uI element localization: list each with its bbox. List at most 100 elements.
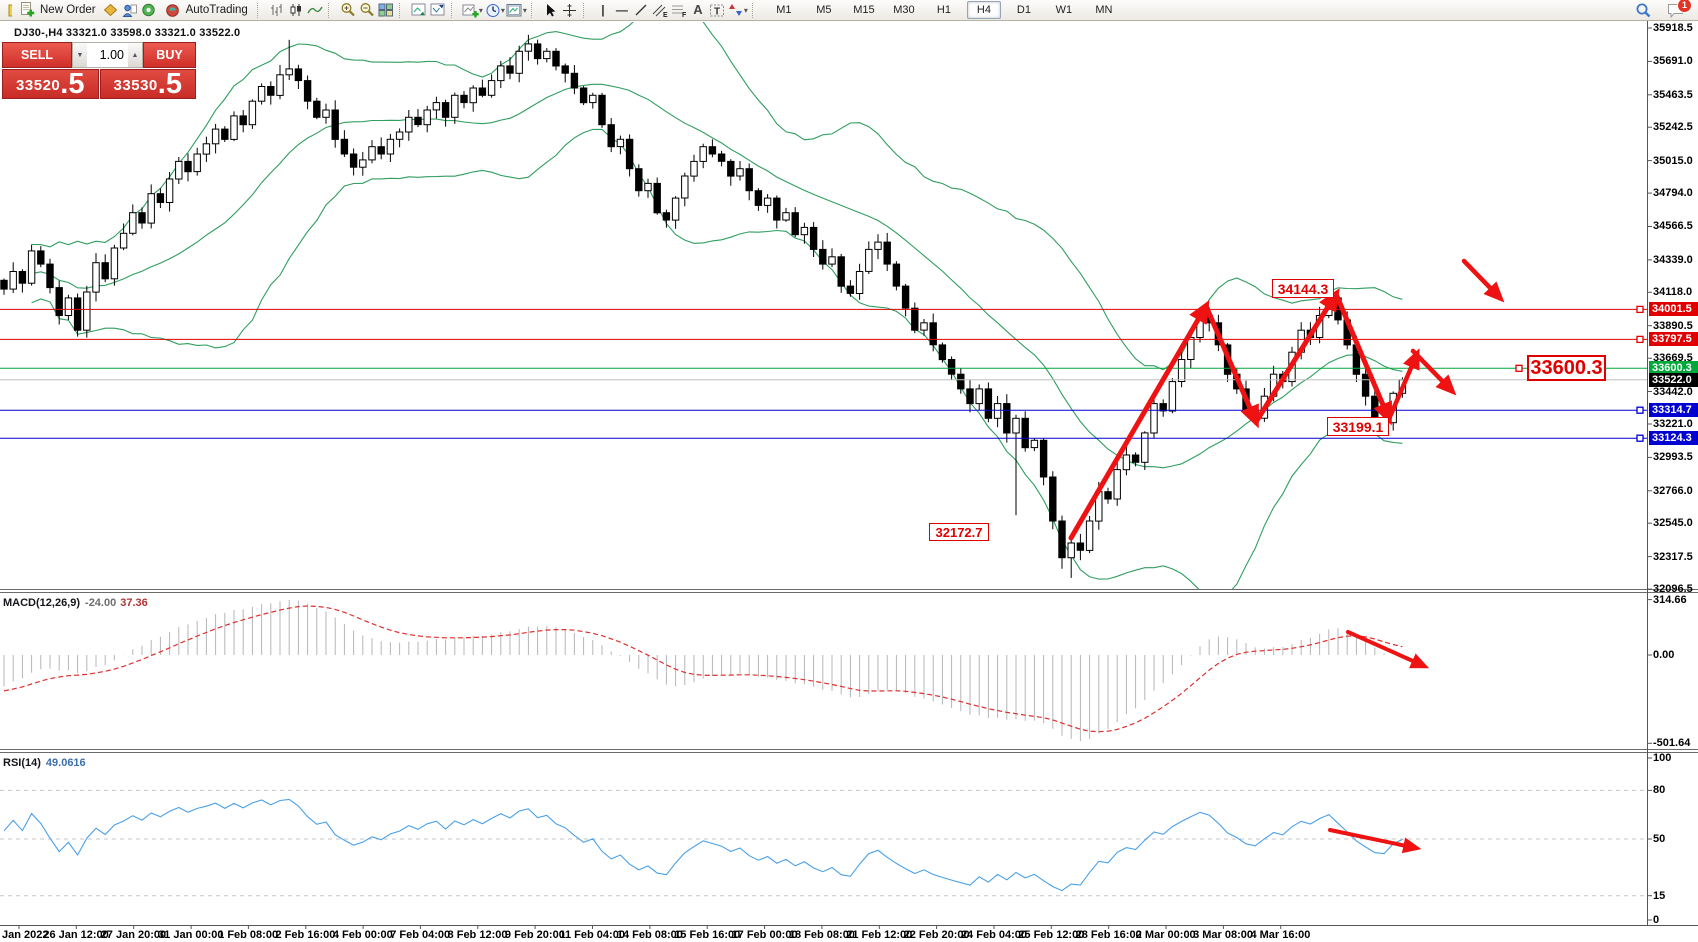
strategy-tester-icon[interactable] bbox=[429, 2, 447, 19]
price-axis-label: 34566.5 bbox=[1653, 220, 1693, 233]
price-annotation-label[interactable]: 32172.7 bbox=[929, 523, 989, 541]
add-indicator-icon[interactable] bbox=[462, 2, 480, 19]
notification-badge: 1 bbox=[1677, 0, 1692, 13]
price-axis-label: 32096.5 bbox=[1653, 583, 1693, 596]
autotrading-button[interactable]: AutoTrading bbox=[159, 1, 253, 20]
time-axis-label: 22 Feb 20:00 bbox=[903, 929, 970, 941]
new-order-label: New Order bbox=[40, 4, 96, 16]
community-signal-icon[interactable] bbox=[140, 2, 158, 19]
price-axis-label: 35463.5 bbox=[1653, 88, 1693, 101]
text-label-tool-icon[interactable]: T bbox=[708, 2, 726, 19]
sell-price-fraction: .5 bbox=[60, 68, 85, 100]
macd-name: MACD(12,26,9) bbox=[3, 597, 81, 609]
horizontal-level-lines[interactable] bbox=[0, 305, 1647, 442]
zoom-in-icon[interactable] bbox=[339, 2, 357, 19]
svg-text:F: F bbox=[682, 12, 687, 18]
tile-windows-icon[interactable] bbox=[377, 2, 395, 19]
profile-icon[interactable] bbox=[121, 2, 139, 19]
time-axis-label: 7 Feb 04:00 bbox=[390, 929, 451, 941]
time-axis-label: 4 Feb 00:00 bbox=[332, 929, 393, 941]
time-axis-label: 2 Feb 16:00 bbox=[275, 929, 336, 941]
new-order-button[interactable]: New Order bbox=[13, 1, 101, 20]
price-annotation-label[interactable]: 33199.1 bbox=[1327, 417, 1389, 436]
price-annotation-label[interactable]: 34144.3 bbox=[1272, 279, 1334, 298]
fibonacci-tool-icon[interactable]: F bbox=[670, 2, 688, 19]
macd-axis-label: 0.00 bbox=[1653, 649, 1675, 661]
volume-up-button[interactable]: ▲ bbox=[128, 43, 142, 67]
sell-price-display[interactable]: 33520 .5 bbox=[2, 69, 99, 99]
rsi-value: 49.0616 bbox=[45, 757, 86, 769]
chart-title-ohlc: DJ30-,H4 33321.0 33598.0 33321.0 33522.0 bbox=[14, 27, 241, 39]
trendline-tool-icon[interactable] bbox=[632, 2, 650, 19]
data-window-icon[interactable] bbox=[410, 2, 428, 19]
timeframe-button-m1[interactable]: M1 bbox=[776, 4, 792, 16]
price-axis-label: 32766.0 bbox=[1653, 484, 1693, 497]
cursor-icon[interactable] bbox=[542, 2, 560, 19]
price-axis-label: 33669.5 bbox=[1653, 352, 1693, 365]
periods-caret[interactable]: ▾ bbox=[500, 5, 505, 15]
price-axis-label: 32317.5 bbox=[1653, 550, 1693, 563]
vertical-line-tool-icon[interactable]: | bbox=[601, 3, 605, 17]
price-axis-badge: 33522.0 bbox=[1649, 372, 1698, 387]
partial-chart-icon bbox=[3, 2, 12, 19]
volume-down-button[interactable]: ▼ bbox=[73, 43, 87, 67]
arrows-tool-caret[interactable]: ▾ bbox=[743, 5, 748, 15]
equidistant-channel-tool-icon[interactable]: E bbox=[651, 2, 669, 19]
time-axis-label: 9 Feb 20:00 bbox=[504, 929, 565, 941]
notifications-chat-icon[interactable]: 1 bbox=[1667, 0, 1692, 19]
timeframe-button-m30[interactable]: M30 bbox=[893, 4, 915, 16]
bollinger-bands bbox=[31, 22, 1403, 589]
toolbar-separator bbox=[450, 2, 458, 18]
time-axis-label: 18 Feb 08:00 bbox=[788, 929, 855, 941]
buy-button[interactable]: BUY bbox=[143, 42, 196, 68]
time-axis-label: 28 Feb 16:00 bbox=[1075, 929, 1142, 941]
templates-icon[interactable] bbox=[506, 2, 524, 19]
timeframe-button-m5[interactable]: M5 bbox=[816, 4, 832, 16]
candlestick-mode-icon[interactable] bbox=[287, 2, 305, 19]
search-icon[interactable] bbox=[1634, 2, 1652, 19]
horizontal-line-tool-icon[interactable]: — bbox=[615, 3, 628, 17]
time-axis-label: 14 Feb 08:00 bbox=[616, 929, 683, 941]
svg-text:T: T bbox=[714, 6, 720, 17]
periods-clock-icon[interactable] bbox=[484, 2, 502, 19]
toolbar-separator bbox=[530, 2, 538, 18]
buy-price-main: 33530 bbox=[113, 77, 158, 94]
trend-annotation-arrows[interactable] bbox=[1068, 258, 1505, 854]
add-indicator-caret[interactable]: ▾ bbox=[478, 5, 483, 15]
timeframe-button-h1[interactable]: H1 bbox=[936, 4, 951, 16]
timeframe-button-mn[interactable]: MN bbox=[1095, 4, 1113, 16]
timeframe-button-h4[interactable]: H4 bbox=[966, 1, 1001, 19]
sell-button[interactable]: SELL bbox=[2, 42, 72, 68]
time-axis-label: 1 Feb 08:00 bbox=[218, 929, 279, 941]
timeframe-button-d1[interactable]: D1 bbox=[1016, 4, 1031, 16]
crosshair-icon[interactable] bbox=[561, 2, 579, 19]
time-axis-label: 8 Feb 12:00 bbox=[447, 929, 508, 941]
chart-frame bbox=[0, 21, 1698, 929]
bar-chart-mode-icon[interactable] bbox=[268, 2, 286, 19]
timeframe-button-m15[interactable]: M15 bbox=[853, 4, 875, 16]
volume-input[interactable] bbox=[87, 43, 128, 67]
templates-caret[interactable]: ▾ bbox=[522, 5, 527, 15]
time-axis-label: 11 Feb 04:00 bbox=[559, 929, 625, 941]
styles-icon[interactable] bbox=[102, 2, 120, 19]
macd-axis-label: 314.66 bbox=[1653, 593, 1687, 606]
rsi-indicator-label: RSI(14) 49.0616 bbox=[3, 757, 86, 769]
rsi-axis-label: 100 bbox=[1653, 752, 1672, 764]
line-chart-mode-icon[interactable] bbox=[306, 2, 324, 19]
price-axis-label: 35015.0 bbox=[1653, 154, 1693, 167]
buy-price-display[interactable]: 33530 .5 bbox=[99, 69, 196, 99]
time-axis-label: 4 Mar 16:00 bbox=[1250, 929, 1311, 941]
price-annotation-label[interactable]: 33600.3 bbox=[1527, 355, 1606, 381]
new-order-icon bbox=[18, 2, 36, 19]
rsi-axis-label: 0 bbox=[1653, 914, 1660, 926]
price-axis-label: 35918.5 bbox=[1653, 22, 1693, 34]
time-axis-label: 24 Feb 04:00 bbox=[960, 929, 1027, 941]
arrows-tool-icon[interactable] bbox=[727, 2, 745, 19]
rsi-axis-label: 50 bbox=[1653, 833, 1666, 845]
text-tool-icon[interactable]: A bbox=[693, 2, 703, 17]
price-axis-label: 35242.5 bbox=[1653, 121, 1693, 134]
timeframe-button-w1[interactable]: W1 bbox=[1055, 4, 1073, 16]
zoom-out-icon[interactable] bbox=[358, 2, 376, 19]
